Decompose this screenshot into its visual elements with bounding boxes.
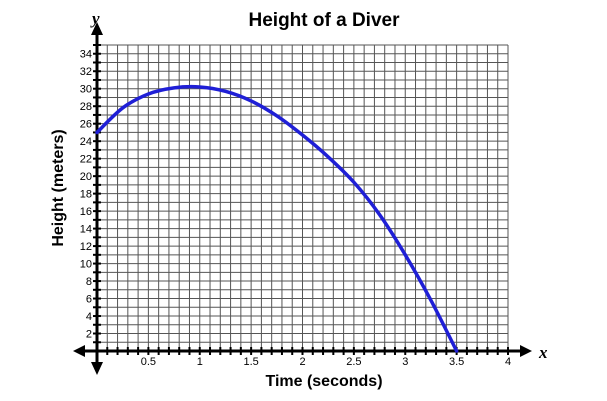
x-tick-label: 4	[505, 356, 511, 368]
y-tick-label: 16	[80, 206, 92, 218]
x-tick-label: 3.5	[449, 356, 464, 368]
y-tick-label: 20	[80, 171, 92, 183]
x-axis-arrow-right	[520, 345, 532, 357]
y-axis-letter: y	[90, 9, 100, 28]
y-tick-label: 22	[80, 154, 92, 166]
chart-title: Height of a Diver	[249, 10, 401, 31]
y-tick-label: 6	[86, 294, 92, 306]
y-tick-label: 10	[80, 259, 92, 271]
x-axis-letter: x	[538, 343, 548, 362]
tick-labels: 0.5 1 1.5 2 2.5 3 3.5 4246810121416182022242628…	[80, 49, 511, 368]
y-tick-label: 24	[80, 136, 92, 148]
x-tick-label: 0.5	[141, 356, 156, 368]
x-tick-label: 2	[299, 356, 305, 368]
y-tick-label: 8	[86, 276, 92, 288]
x-tick-label: 3	[402, 356, 408, 368]
y-axis-arrow-up	[91, 22, 103, 35]
y-axis-arrow-down	[91, 362, 103, 375]
y-tick-label: 28	[80, 101, 92, 113]
y-tick-label: 26	[80, 119, 92, 131]
y-tick-label: 32	[80, 66, 92, 78]
y-tick-label: 34	[80, 49, 92, 61]
y-tick-label: 2	[86, 329, 92, 341]
x-axis-title: Time (seconds)	[265, 373, 382, 390]
y-tick-label: 4	[86, 311, 92, 323]
series-group	[95, 84, 459, 353]
y-tick-label: 18	[80, 189, 92, 201]
x-axis-arrow-left	[73, 345, 85, 357]
x-tick-label: 1	[197, 356, 203, 368]
y-axis-title: Height (meters)	[50, 129, 67, 246]
y-tick-label: 14	[80, 224, 92, 236]
y-tick-label: 30	[80, 84, 92, 96]
series-line-height	[95, 84, 459, 353]
y-tick-label: 12	[80, 241, 92, 253]
x-tick-label: 1.5	[243, 356, 258, 368]
grid	[96, 44, 509, 352]
tick-marks	[93, 44, 509, 355]
x-tick-label: 2.5	[346, 356, 361, 368]
